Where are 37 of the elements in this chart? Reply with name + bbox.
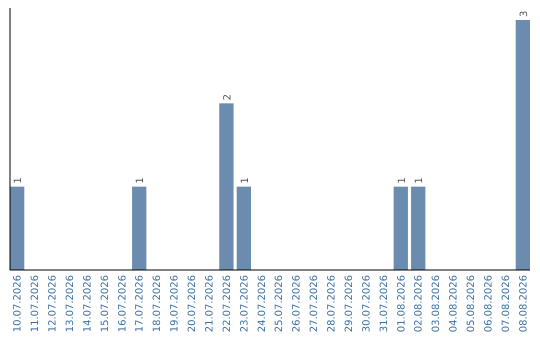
x-tick-label: 05.08.2026 bbox=[466, 275, 478, 332]
data-label: 1 bbox=[135, 177, 146, 184]
data-label: 2 bbox=[222, 94, 234, 100]
x-tick-label: 04.08.2026 bbox=[448, 275, 460, 332]
x-tick-label: 14.07.2026 bbox=[82, 275, 94, 332]
x-tick-label: 01.08.2026 bbox=[396, 275, 408, 332]
x-tick-label: 17.07.2026 bbox=[134, 275, 146, 332]
x-tick-label: 10.07.2026 bbox=[12, 275, 24, 332]
x-tick-label: 30.07.2026 bbox=[361, 275, 372, 332]
x-tick-label: 23.07.2026 bbox=[239, 275, 250, 332]
data-label: 1 bbox=[240, 177, 251, 184]
x-tick-label: 28.07.2026 bbox=[326, 275, 338, 332]
data-label: 1 bbox=[396, 177, 408, 184]
data-label: 1 bbox=[13, 177, 24, 184]
x-tick-label: 07.08.2026 bbox=[500, 275, 512, 332]
x-tick-label: 11.07.2026 bbox=[30, 275, 42, 332]
x-tick-label: 18.07.2026 bbox=[152, 275, 164, 332]
x-tick-label: 25.07.2026 bbox=[274, 275, 286, 332]
x-tick-label: 03.08.2026 bbox=[431, 275, 442, 332]
x-tick-label: 21.07.2026 bbox=[204, 275, 216, 332]
data-label: 1 bbox=[414, 177, 426, 184]
data-label: 3 bbox=[518, 10, 530, 17]
x-tick-label: 26.07.2026 bbox=[292, 275, 303, 332]
x-tick-label: 19.07.2026 bbox=[170, 275, 181, 332]
x-tick-label: 22.07.2026 bbox=[222, 275, 233, 332]
x-tick-label: 29.07.2026 bbox=[344, 275, 355, 332]
x-tick-label: 27.07.2026 bbox=[309, 275, 320, 332]
x-tick-label: 24.07.2026 bbox=[256, 275, 268, 332]
x-tick-label: 31.07.2026 bbox=[378, 275, 390, 332]
x-tick-label: 15.07.2026 bbox=[100, 275, 111, 332]
x-tick-label: 16.07.2026 bbox=[117, 275, 128, 332]
x-tick-label: 06.08.2026 bbox=[483, 275, 494, 332]
x-tick-label: 08.08.2026 bbox=[518, 275, 530, 332]
x-tick-label: 02.08.2026 bbox=[414, 275, 425, 332]
x-tick-label: 20.07.2026 bbox=[187, 275, 198, 332]
x-tick-label: 12.07.2026 bbox=[48, 275, 59, 332]
x-tick-label: 13.07.2026 bbox=[64, 275, 76, 332]
